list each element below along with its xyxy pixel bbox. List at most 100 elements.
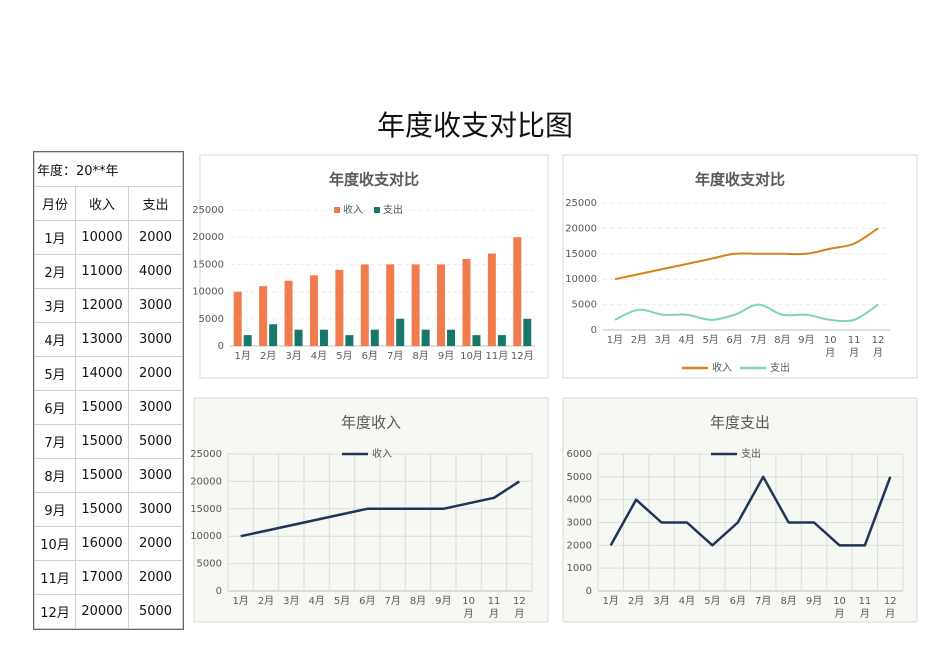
table-cell: 6月 (34, 390, 76, 425)
x-tick-label: 7月 (750, 334, 766, 346)
x-tick-label: 3月 (653, 595, 669, 607)
table-cell: 1月 (34, 220, 76, 255)
table-cell: 20000 (75, 594, 129, 629)
table-cell: 3月 (34, 288, 76, 323)
legend-swatch (374, 207, 380, 213)
table-cell: 4月 (34, 322, 76, 357)
table-row: 5月 14000 2000 (34, 356, 183, 391)
bar (462, 258, 471, 346)
table-row: 6月 15000 3000 (34, 390, 183, 425)
table-cell: 3000 (128, 458, 183, 493)
y-tick-label: 25000 (190, 449, 222, 460)
bar (386, 264, 395, 346)
legend-label: 支出 (383, 203, 403, 216)
x-tick-label: 8月 (780, 595, 796, 607)
x-tick-label: 5月 (704, 595, 720, 607)
table-row: 月份 收入 支出 (34, 186, 183, 221)
x-tick-label: 9月 (438, 350, 454, 362)
table-row: 12月 20000 5000 (34, 594, 183, 629)
label-line: 12 (513, 596, 526, 607)
bar (335, 269, 344, 346)
label-line: 11 (488, 596, 501, 607)
label-line: 12 (872, 335, 885, 346)
label-line: 10 (824, 335, 837, 346)
table-row: 年度：20**年 (34, 152, 183, 187)
x-tick-label: 11月 (486, 350, 509, 362)
table-row: 2月 11000 4000 (34, 254, 183, 289)
table-row: 8月 15000 3000 (34, 458, 183, 493)
label-line: 10 (462, 596, 475, 607)
x-tick-label: 8月 (410, 595, 426, 607)
table-cell: 3000 (128, 390, 183, 425)
x-tick-label: 3月 (283, 595, 299, 607)
chart-title: 年度收支对比 (329, 171, 419, 189)
chart: 年度收支对比 0 5000 10000 15000 20000 25000 1月 2月 3月 4月 5… (192, 154, 549, 379)
table-cell: 3000 (128, 322, 183, 357)
x-tick-label: 7月 (755, 595, 771, 607)
line (609, 475, 892, 547)
table-cell: 2000 (128, 220, 183, 255)
table-cell: 14000 (75, 356, 129, 391)
chart-title: 年度收支对比 (695, 171, 785, 189)
x-tick-label: 7月 (384, 595, 400, 607)
bar (447, 329, 456, 346)
table-row: 10月 16000 2000 (34, 526, 183, 561)
bar (523, 318, 532, 346)
label-line: 月 (464, 608, 474, 620)
bar (309, 275, 318, 346)
y-tick-label: 1000 (567, 563, 592, 574)
bar (259, 286, 268, 346)
y-tick-label: 0 (591, 325, 597, 336)
bar (243, 335, 252, 346)
chart: 年度收入 0 5000 10000 15000 20000 25000 1月 2月 3月 4月 5月 6… (190, 397, 549, 623)
x-tick-label: 6月 (730, 595, 746, 607)
label-line: 12 (884, 596, 897, 607)
chart: 年度支出 0 1000 2000 3000 4000 5000 6000 1月 2月 3月 4月 5月 6… (562, 397, 918, 623)
label-line: 月 (514, 608, 524, 620)
y-tick-label: 5000 (572, 300, 597, 311)
table-cell: 9月 (34, 492, 76, 527)
bar (487, 253, 496, 346)
bar (319, 329, 328, 346)
table-cell: 3000 (128, 288, 183, 323)
label-line: 月 (860, 608, 870, 620)
legend-label: 收入 (372, 447, 392, 460)
x-tick-label: 6月 (362, 350, 378, 362)
table-row: 3月 12000 3000 (34, 288, 183, 323)
line (614, 303, 879, 323)
y-tick-label: 0 (216, 586, 222, 597)
bar (411, 264, 420, 346)
chart: 年度收支对比 0 5000 10000 15000 20000 25000 1月 2月 3月 4月 5… (562, 154, 918, 379)
x-tick-label: 3月 (655, 334, 671, 346)
legend-swatch (334, 207, 340, 213)
bar (294, 329, 303, 346)
table-row: 4月 13000 3000 (34, 322, 183, 357)
chart-area (562, 154, 918, 379)
chart-title: 年度收入 (341, 414, 401, 432)
x-tick-label: 8月 (412, 350, 428, 362)
bar (437, 264, 446, 346)
y-tick-label: 0 (218, 341, 224, 352)
y-tick-label: 10000 (565, 274, 597, 285)
y-tick-label: 2000 (567, 540, 592, 551)
x-tick-label: 2月 (260, 350, 276, 362)
x-tick-label: 2月 (628, 595, 644, 607)
x-tick-label: 1月 (603, 595, 619, 607)
x-tick-label: 1月 (235, 350, 251, 362)
x-tick-label: 9月 (435, 595, 451, 607)
y-tick-label: 20000 (192, 232, 224, 243)
legend-label: 支出 (741, 447, 761, 460)
label-line: 月 (825, 347, 835, 359)
legend-label: 支出 (770, 361, 790, 374)
y-tick-label: 5000 (567, 472, 592, 483)
x-tick-label: 1月 (607, 334, 623, 346)
x-tick-label: 2月 (258, 595, 274, 607)
x-tick-label: 6月 (726, 334, 742, 346)
